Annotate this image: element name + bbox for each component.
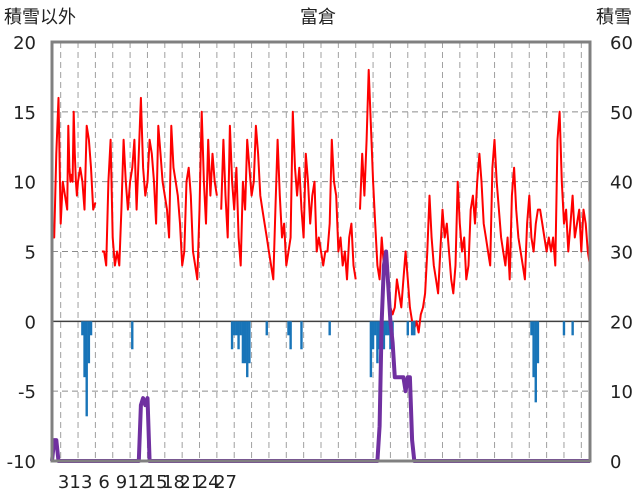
- precipitation-bar: [89, 321, 93, 336]
- precipitation-bar: [300, 321, 303, 350]
- precipitation-bar: [83, 321, 86, 378]
- left-tick-label: 20: [13, 33, 36, 54]
- left-tick-label: -5: [18, 382, 36, 403]
- precipitation-bar: [248, 321, 251, 364]
- x-tick-label: 15: [145, 472, 168, 493]
- precipitation-bar: [369, 321, 373, 378]
- x-tick-label: 12: [127, 472, 150, 493]
- right-tick-label: 40: [610, 173, 633, 194]
- precipitation-bar: [243, 321, 247, 364]
- precipitation-bar: [376, 321, 379, 364]
- left-tick-label: -10: [7, 452, 36, 473]
- right-axis-label: 積雪: [596, 7, 632, 28]
- precipitation-bar: [230, 321, 234, 350]
- precipitation-bar: [85, 321, 88, 417]
- temperature-line: [220, 110, 357, 281]
- right-tick-label: 50: [610, 103, 633, 124]
- precipitation-bar: [81, 321, 84, 336]
- x-tick-label: 6: [98, 472, 109, 493]
- precipitation-bar: [410, 321, 414, 336]
- precipitation-bar: [235, 321, 238, 336]
- precipitation-bar: [571, 321, 574, 336]
- precipitation-bar: [287, 321, 290, 336]
- temperature-line: [52, 96, 97, 239]
- precipitation-bar: [530, 321, 533, 336]
- precipitation-bar: [87, 321, 91, 364]
- precipitation-bar: [374, 321, 377, 336]
- left-tick-label: 5: [25, 243, 36, 264]
- precipitation-bar: [534, 321, 537, 403]
- right-tick-label: 10: [610, 382, 633, 403]
- plot-frame: [50, 40, 592, 463]
- x-tick-label: 3: [81, 472, 92, 493]
- precipitation-bar: [413, 321, 416, 336]
- right-tick-label: 30: [610, 243, 633, 264]
- precipitation-bar: [532, 321, 535, 378]
- precipitation-bar: [265, 321, 268, 336]
- precipitation-bar: [387, 321, 390, 336]
- precipitation-bar: [328, 321, 331, 336]
- x-tick-label: 27: [214, 472, 237, 493]
- precipitation-bar: [131, 321, 134, 350]
- x-tick-label: 31: [58, 472, 81, 493]
- left-axis-label: 積雪以外: [4, 7, 76, 28]
- x-tick-label: 9: [116, 472, 127, 493]
- right-tick-label: 60: [610, 33, 633, 54]
- precipitation-bar: [237, 321, 240, 350]
- precipitation-bar: [241, 321, 245, 364]
- chart-title: 富倉: [300, 7, 336, 28]
- precipitation-bar: [289, 321, 292, 350]
- temperature-line: [101, 96, 218, 281]
- right-tick-label: 20: [610, 312, 633, 333]
- left-tick-label: 0: [25, 312, 36, 333]
- precipitation-bar: [233, 321, 236, 336]
- precipitation-bar: [246, 321, 249, 378]
- precipitation-bar: [384, 321, 388, 336]
- temperature-line: [359, 68, 591, 334]
- precipitation-bar: [536, 321, 540, 364]
- right-tick-label: 0: [610, 452, 621, 473]
- precipitation-bar: [406, 321, 409, 336]
- left-tick-label: 10: [13, 173, 36, 194]
- x-tick-label: 18: [162, 472, 185, 493]
- precipitation-bar: [371, 321, 375, 350]
- left-tick-label: 15: [13, 103, 36, 124]
- x-tick-label: 24: [197, 472, 220, 493]
- precipitation-bar: [562, 321, 566, 336]
- grid: [52, 42, 590, 461]
- precipitation-bar: [239, 321, 242, 336]
- precipitation-bar: [382, 321, 386, 350]
- x-tick-label: 21: [179, 472, 202, 493]
